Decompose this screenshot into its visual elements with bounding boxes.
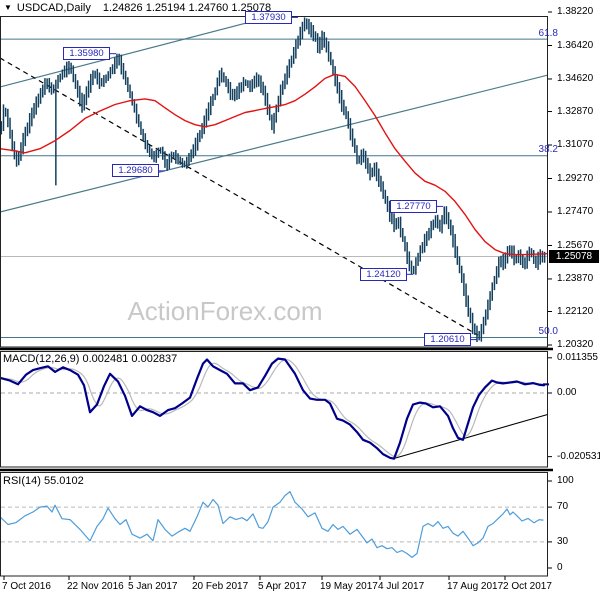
macd-trendline bbox=[392, 413, 549, 460]
actionforex-watermark: ActionForex.com bbox=[127, 296, 323, 326]
price-callout-1.29680[interactable]: 1.29680 bbox=[112, 164, 159, 178]
chart-header: ▼ USDCAD,Daily 1.24826 1.25194 1.24760 1.2… bbox=[4, 2, 271, 14]
macd-panel-title: MACD(12,26,9) 0.002481 0.002837 bbox=[3, 353, 178, 365]
rsi-panel bbox=[0, 472, 548, 577]
trendline bbox=[0, 15, 280, 88]
main-price-panel bbox=[0, 15, 548, 342]
symbol-dropdown-icon[interactable]: ▼ bbox=[4, 3, 12, 12]
price-callout-1.27770[interactable]: 1.27770 bbox=[390, 199, 437, 213]
macd-line bbox=[0, 357, 546, 460]
price-callout-1.35980[interactable]: 1.35980 bbox=[63, 47, 110, 61]
macd-panel-border bbox=[0, 351, 548, 468]
trendline bbox=[0, 74, 548, 213]
dashed-trendline bbox=[0, 57, 479, 336]
symbol-timeframe-label: USDCAD,Daily bbox=[16, 2, 91, 14]
ma-line bbox=[0, 73, 548, 256]
price-callout-1.37930[interactable]: 1.37930 bbox=[245, 10, 292, 24]
ohlc-values: 1.24826 1.25194 1.24760 1.25078 bbox=[102, 2, 272, 14]
macd-signal-line bbox=[0, 359, 549, 458]
price-callout-1.20610[interactable]: 1.20610 bbox=[424, 333, 471, 347]
rsi-panel-border bbox=[0, 472, 548, 577]
price-callout-1.24120[interactable]: 1.24120 bbox=[360, 267, 407, 281]
price-bars bbox=[0, 17, 546, 342]
macd-panel bbox=[0, 351, 549, 468]
rsi-line bbox=[0, 491, 544, 559]
rsi-panel-title: RSI(14) 55.0102 bbox=[3, 475, 84, 487]
